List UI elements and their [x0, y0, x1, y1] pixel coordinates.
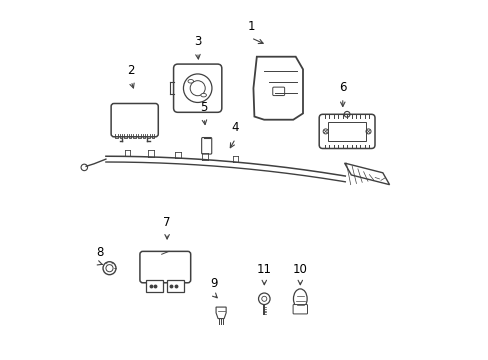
- FancyBboxPatch shape: [272, 87, 284, 95]
- Polygon shape: [216, 307, 225, 319]
- Bar: [167, 280, 184, 292]
- Ellipse shape: [187, 80, 193, 83]
- FancyBboxPatch shape: [173, 64, 222, 112]
- Text: 8: 8: [96, 246, 103, 259]
- Text: 3: 3: [194, 35, 201, 48]
- Ellipse shape: [201, 93, 206, 97]
- FancyBboxPatch shape: [319, 114, 374, 148]
- Text: 9: 9: [210, 277, 217, 290]
- Text: 5: 5: [200, 101, 207, 114]
- Text: 6: 6: [338, 81, 346, 94]
- Bar: [146, 280, 163, 292]
- Text: 1: 1: [247, 21, 254, 33]
- Text: 11: 11: [256, 263, 271, 276]
- Text: 10: 10: [292, 263, 307, 276]
- FancyBboxPatch shape: [111, 104, 158, 137]
- Text: 4: 4: [231, 121, 239, 134]
- FancyBboxPatch shape: [292, 305, 307, 314]
- FancyBboxPatch shape: [140, 251, 190, 283]
- FancyBboxPatch shape: [201, 138, 211, 154]
- Ellipse shape: [293, 289, 306, 309]
- Bar: [327, 122, 366, 140]
- Text: 7: 7: [163, 216, 170, 229]
- Polygon shape: [253, 57, 303, 120]
- Text: 2: 2: [127, 64, 135, 77]
- Polygon shape: [344, 163, 389, 185]
